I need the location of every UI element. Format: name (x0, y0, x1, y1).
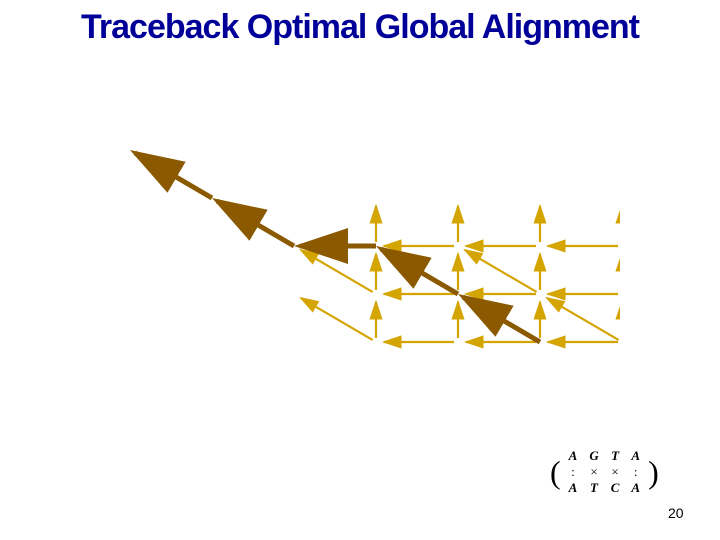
traceback-diagram (120, 140, 620, 400)
page-number: 20 (668, 505, 684, 521)
alignment-matrix: (AGTA):××:ATCA (550, 448, 659, 496)
title-text: Traceback Optimal Global Alignment (81, 8, 639, 46)
slide-title: Traceback Optimal Global Alignment (0, 0, 720, 47)
